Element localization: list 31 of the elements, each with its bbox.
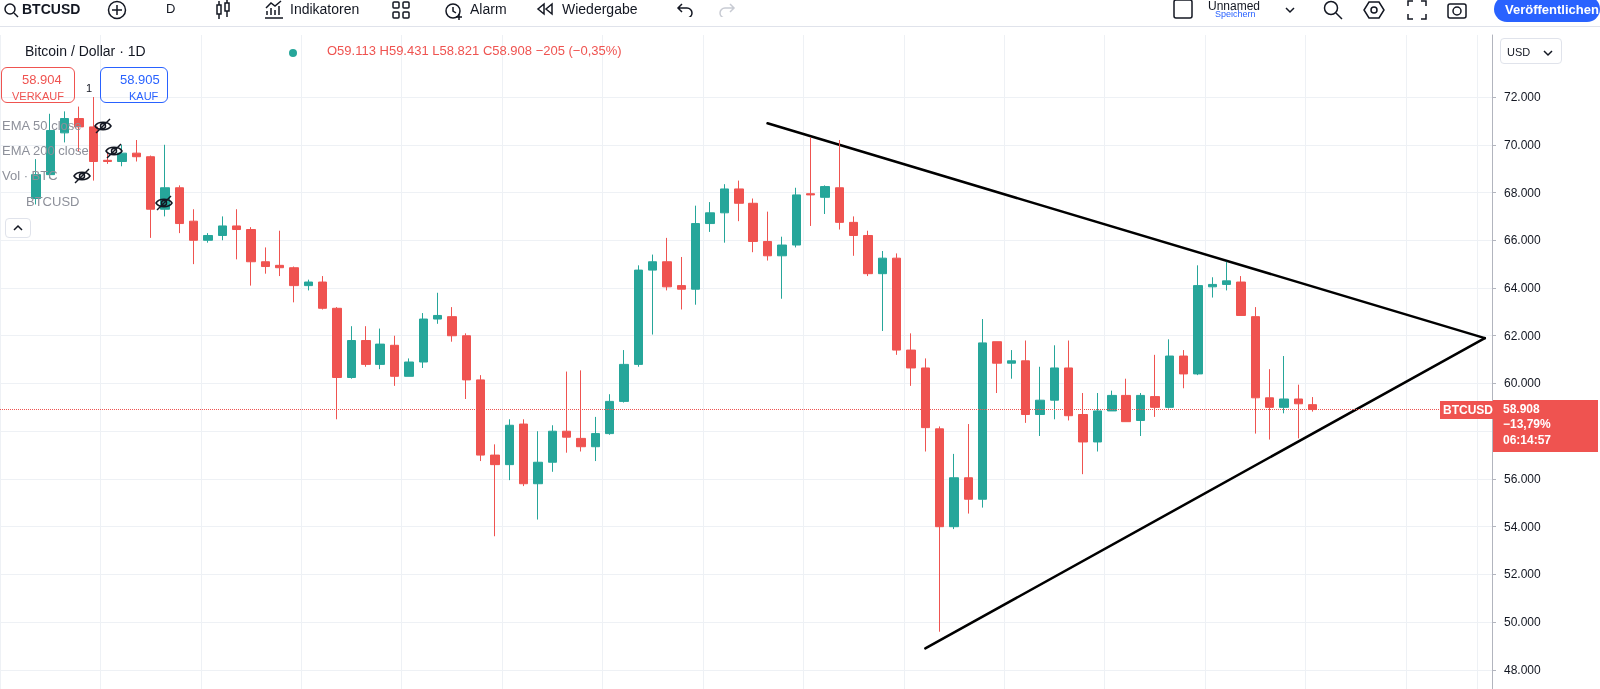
text: Bitcoin / Dollar · 1D [25,43,146,59]
text: −13,79% [1503,415,1551,432]
text: Alarm [470,1,507,17]
annotation: KAUF [129,89,159,104]
annotation: O59.113 H59.431 L58.821 C58.908 −205 (−0,35%) [327,43,622,59]
y-tick-label: 68.000 [1504,185,1542,200]
y-tick-label: 50.000 [1504,615,1542,630]
y-tick-label: 70.000 [1504,137,1542,152]
y-tick-label: 52.000 [1504,567,1542,582]
y-tick-label: 60.000 [1504,376,1542,391]
y-tick-label: 56.000 [1504,471,1542,486]
y-tick-label: 66.000 [1504,233,1542,248]
annotation: VERKAUF [12,89,64,104]
text: 06:14:57 [1503,431,1552,448]
text: BTCUSD [22,1,81,17]
annotation: BTCUSD [26,194,80,210]
text: 58.908 [1503,400,1540,417]
text: Veröffentlichen [1505,2,1599,18]
annotation: 58.904 [22,72,62,88]
y-tick-label: 62.000 [1504,328,1542,343]
annotation: 1 [86,81,93,96]
y-tick-label: 48.000 [1504,662,1542,677]
text: Indikatoren [290,1,360,17]
y-tick-label: 72.000 [1504,90,1542,105]
text: D [166,1,176,17]
text: USD [1507,45,1531,60]
annotation: 58.905 [120,72,160,88]
y-tick-label: 54.000 [1504,519,1542,534]
text: Wiedergabe [562,1,638,17]
ref-line-label: BTCUSD [1440,400,1496,419]
y-tick-label: 64.000 [1504,281,1542,296]
